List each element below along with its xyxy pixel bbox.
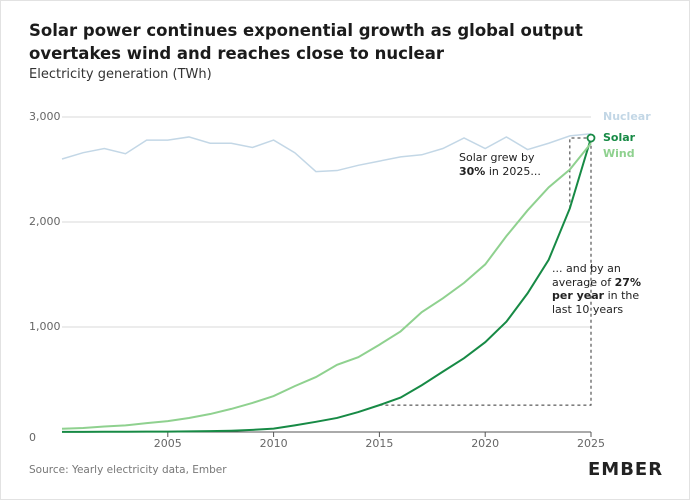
annotation-text: in 2025... xyxy=(485,164,541,178)
x-tick-label: 2015 xyxy=(365,437,393,450)
annotation-text: in the xyxy=(604,289,640,302)
annotation-line: 30% in 2025... xyxy=(459,165,541,179)
chart-subtitle: Electricity generation (TWh) xyxy=(29,67,212,82)
x-tick-label: 2005 xyxy=(154,437,182,450)
y-tick-label: 3,000 xyxy=(29,110,61,123)
annotation: ... and by an average of 27% per year in t… xyxy=(552,262,641,316)
annotation: Solar grew by 30% in 2025... xyxy=(459,151,541,178)
y-tick-label: 2,000 xyxy=(29,215,61,228)
annotation-line: per year in the xyxy=(552,289,641,303)
y-tick-label: 1,000 xyxy=(29,320,61,333)
series-line xyxy=(61,142,592,430)
annotation-line: last 10 years xyxy=(552,303,641,317)
chart-title: Solar power continues exponential growth… xyxy=(29,21,583,63)
annotation-guide xyxy=(569,137,591,209)
series-line xyxy=(61,133,592,173)
annotation-line: average of 27% xyxy=(552,276,641,290)
annotation-text: last 10 years xyxy=(552,302,624,316)
logo: EMBER xyxy=(588,459,664,480)
annotation-text: 30% xyxy=(459,164,486,178)
annotation-text: ... and by an xyxy=(552,262,621,275)
annotation-line: Solar grew by xyxy=(459,151,541,165)
x-tick-label: 2025 xyxy=(577,437,605,450)
x-tick-label: 2020 xyxy=(471,437,499,450)
y-tick-label: 0 xyxy=(29,431,36,444)
source-note: Source: Yearly electricity data, Ember xyxy=(29,464,227,476)
annotation-text: per year xyxy=(552,289,605,302)
legend-label: Nuclear xyxy=(603,110,651,123)
annotation-text: average of xyxy=(552,275,615,289)
end-marker xyxy=(586,133,596,143)
x-tick-label: 2010 xyxy=(260,437,288,450)
legend-label: Solar xyxy=(603,131,636,144)
annotation-text: Solar grew by xyxy=(459,151,535,164)
annotation-text: 27% xyxy=(614,275,641,289)
legend-label: Wind xyxy=(603,147,635,160)
annotation-guide xyxy=(379,138,592,406)
annotation-line: ... and by an xyxy=(552,262,641,276)
series-line xyxy=(62,137,592,433)
